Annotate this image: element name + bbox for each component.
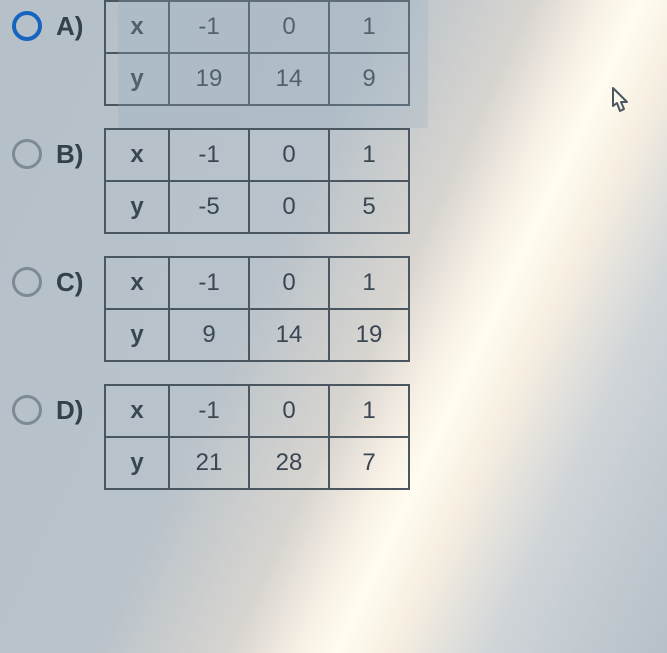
table-cell: -5: [169, 181, 249, 233]
table-cell: 1: [329, 129, 409, 181]
radio-c[interactable]: [12, 267, 42, 297]
row-header-x: x: [105, 257, 169, 309]
table-cell: 1: [329, 385, 409, 437]
table-cell: 14: [249, 309, 329, 361]
table-row: y 9 14 19: [105, 309, 409, 361]
option-d[interactable]: D) x -1 0 1 y 21 28 7: [0, 384, 667, 490]
option-b-table: x -1 0 1 y -5 0 5: [104, 128, 410, 234]
radio-d[interactable]: [12, 395, 42, 425]
option-a-table: x -1 0 1 y 19 14 9: [104, 0, 410, 106]
table-cell: 28: [249, 437, 329, 489]
option-a[interactable]: A) x -1 0 1 y 19 14 9: [0, 0, 667, 106]
radio-b[interactable]: [12, 139, 42, 169]
table-cell: -1: [169, 257, 249, 309]
table-row: y 21 28 7: [105, 437, 409, 489]
table-cell: 0: [249, 181, 329, 233]
table-cell: -1: [169, 385, 249, 437]
table-row: y 19 14 9: [105, 53, 409, 105]
table-cell: 5: [329, 181, 409, 233]
radio-wrap: [12, 256, 42, 308]
table-row: x -1 0 1: [105, 385, 409, 437]
row-header-y: y: [105, 53, 169, 105]
table-row: y -5 0 5: [105, 181, 409, 233]
option-d-table: x -1 0 1 y 21 28 7: [104, 384, 410, 490]
table-cell: 7: [329, 437, 409, 489]
table-row: x -1 0 1: [105, 1, 409, 53]
radio-wrap: [12, 128, 42, 180]
option-b[interactable]: B) x -1 0 1 y -5 0 5: [0, 128, 667, 234]
table-cell: 1: [329, 1, 409, 53]
row-header-x: x: [105, 129, 169, 181]
option-c[interactable]: C) x -1 0 1 y 9 14 19: [0, 256, 667, 362]
table-cell: 0: [249, 385, 329, 437]
table-cell: 0: [249, 257, 329, 309]
table-cell: 21: [169, 437, 249, 489]
option-c-table: x -1 0 1 y 9 14 19: [104, 256, 410, 362]
table-cell: 1: [329, 257, 409, 309]
table-cell: 0: [249, 129, 329, 181]
row-header-y: y: [105, 437, 169, 489]
row-header-y: y: [105, 181, 169, 233]
radio-wrap: [12, 0, 42, 52]
row-header-y: y: [105, 309, 169, 361]
option-b-label: B): [56, 128, 90, 180]
table-cell: 19: [169, 53, 249, 105]
option-d-label: D): [56, 384, 90, 436]
row-header-x: x: [105, 1, 169, 53]
radio-a[interactable]: [12, 11, 42, 41]
option-a-label: A): [56, 0, 90, 52]
table-cell: 9: [329, 53, 409, 105]
table-cell: 14: [249, 53, 329, 105]
radio-wrap: [12, 384, 42, 436]
table-cell: -1: [169, 129, 249, 181]
table-row: x -1 0 1: [105, 129, 409, 181]
table-cell: -1: [169, 1, 249, 53]
table-cell: 0: [249, 1, 329, 53]
table-row: x -1 0 1: [105, 257, 409, 309]
table-cell: 9: [169, 309, 249, 361]
table-cell: 19: [329, 309, 409, 361]
row-header-x: x: [105, 385, 169, 437]
option-c-label: C): [56, 256, 90, 308]
